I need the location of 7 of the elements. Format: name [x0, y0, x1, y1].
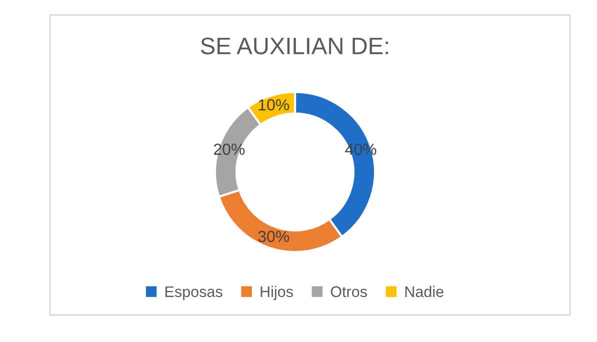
chart-title: SE AUXILIAN DE: — [200, 38, 388, 54]
data-label: 30% — [258, 230, 290, 242]
legend-label: Otros — [330, 286, 367, 298]
legend-label: Esposas — [166, 286, 222, 300]
legend-label: Nadie — [405, 286, 444, 298]
legend-label: Hijos — [260, 286, 293, 300]
data-label: 10% — [258, 99, 290, 110]
